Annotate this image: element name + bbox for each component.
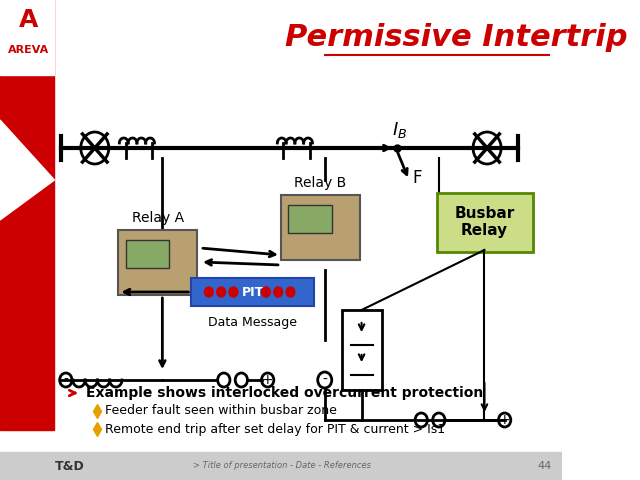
Bar <box>0 0 54 75</box>
Circle shape <box>286 287 295 297</box>
Bar <box>342 310 382 390</box>
Text: Permissive Intertrip: Permissive Intertrip <box>285 24 628 52</box>
Circle shape <box>262 287 270 297</box>
FancyBboxPatch shape <box>118 230 198 295</box>
Text: T&D: T&D <box>55 459 85 472</box>
Text: AREVA: AREVA <box>8 45 49 55</box>
Bar <box>0 452 562 480</box>
Text: > Title of presentation - Date - References: > Title of presentation - Date - Referen… <box>193 461 371 470</box>
Text: Data Message: Data Message <box>208 316 297 329</box>
Text: Relay B: Relay B <box>294 176 346 190</box>
Polygon shape <box>0 120 54 220</box>
Text: -: - <box>63 373 68 387</box>
FancyBboxPatch shape <box>281 195 360 260</box>
Text: +: + <box>499 413 511 427</box>
Text: A: A <box>19 8 38 32</box>
Bar <box>125 240 170 268</box>
Bar <box>288 205 332 233</box>
Text: -: - <box>323 373 327 387</box>
Text: +: + <box>262 373 273 387</box>
Circle shape <box>274 287 283 297</box>
Circle shape <box>229 287 238 297</box>
FancyBboxPatch shape <box>437 193 532 252</box>
Text: $I_B$: $I_B$ <box>392 120 408 140</box>
Bar <box>0 0 54 430</box>
Circle shape <box>217 287 225 297</box>
Text: Example shows interlocked overcurrent protection: Example shows interlocked overcurrent pr… <box>86 386 483 400</box>
Text: 44: 44 <box>537 461 551 471</box>
Text: Remote end trip after set delay for PIT & current > Is1: Remote end trip after set delay for PIT … <box>106 422 445 435</box>
Text: Relay A: Relay A <box>132 211 184 225</box>
Text: Busbar
Relay: Busbar Relay <box>454 206 515 238</box>
Bar <box>191 278 314 306</box>
Text: PIT: PIT <box>242 286 264 299</box>
Circle shape <box>205 287 213 297</box>
Text: F: F <box>413 169 422 187</box>
Text: Feeder fault seen within busbar zone: Feeder fault seen within busbar zone <box>106 405 337 418</box>
